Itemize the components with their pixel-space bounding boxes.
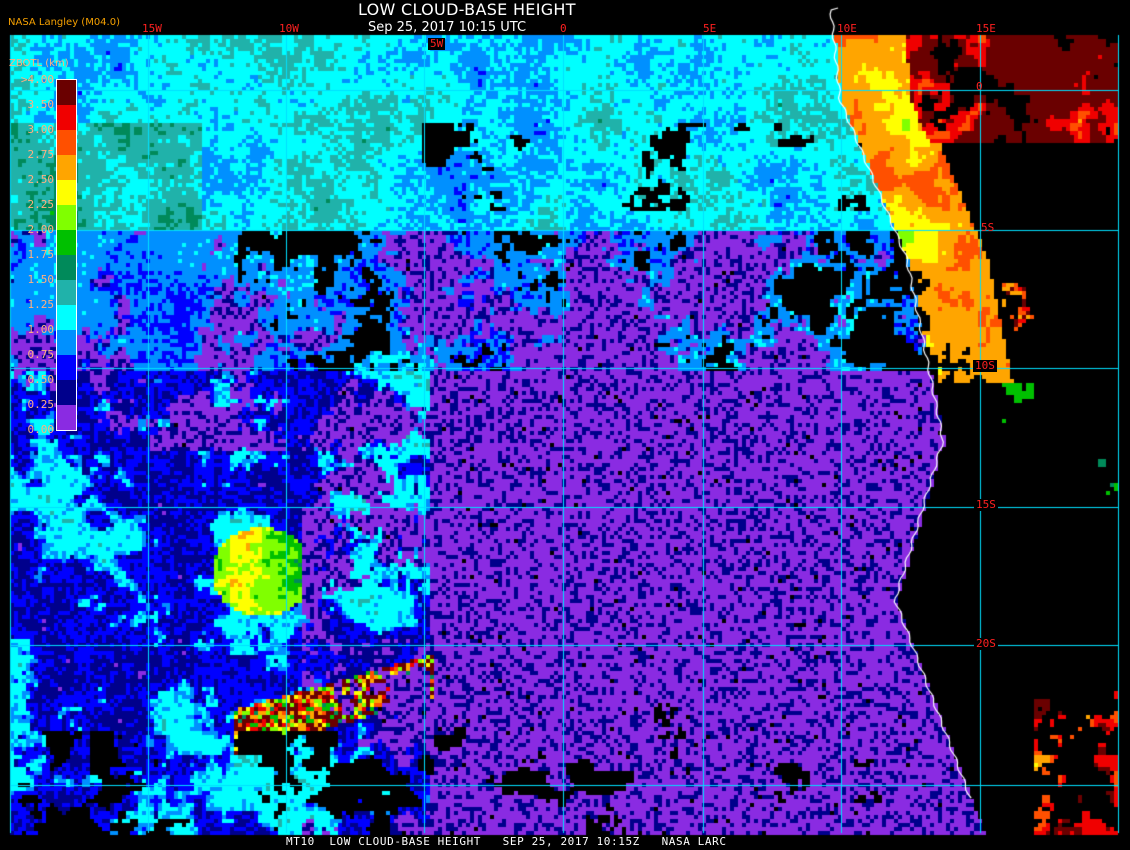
lon-label-10e: 10E (837, 22, 857, 35)
map-datetime: Sep 25, 2017 10:15 UTC (368, 20, 527, 35)
lat-label-10s: 10S (973, 359, 997, 372)
legend-label: 1.50 (27, 273, 55, 286)
lon-label-15w: 15W (142, 22, 162, 35)
legend-label: 3.50 (27, 98, 55, 111)
legend-swatch (57, 405, 76, 430)
footer-caption: MT10 LOW CLOUD-BASE HEIGHT SEP 25, 2017 … (286, 835, 727, 848)
legend-label: 1.25 (27, 298, 55, 311)
legend-label: >4.00 (20, 73, 54, 86)
lon-label-10w: 10W (279, 22, 299, 35)
lon-label-0: 0 (560, 22, 567, 35)
map-title: LOW CLOUD-BASE HEIGHT (358, 0, 576, 19)
legend-swatch (57, 205, 76, 230)
lat-label-20s: 20S (974, 637, 998, 650)
lon-label-5e: 5E (703, 22, 717, 35)
legend-color-bar (56, 79, 77, 431)
legend-label: 1.00 (27, 323, 55, 336)
legend-swatch (57, 280, 76, 305)
legend-swatch (57, 230, 76, 255)
legend-label: 2.75 (27, 148, 55, 161)
legend-swatch (57, 255, 76, 280)
credit-label: NASA Langley (M04.0) (8, 17, 120, 28)
legend-label: 0.25 (27, 398, 55, 411)
legend-label: 0.50 (27, 373, 55, 386)
legend-label: 3.00 (27, 123, 55, 136)
lat-label-15s: 15S (974, 498, 998, 511)
legend-label: 1.75 (27, 248, 55, 261)
lat-label-5s: 5S (981, 221, 995, 234)
lon-label-15e: 15E (976, 22, 996, 35)
legend-label: 2.00 (27, 223, 55, 236)
legend-swatch (57, 180, 76, 205)
legend-swatch (57, 130, 76, 155)
lon-label-5w: 5W (428, 37, 446, 50)
legend-label: 0.00 (27, 423, 55, 436)
legend-swatch (57, 330, 76, 355)
legend-swatch (57, 305, 76, 330)
legend-title: ZBOTL (km) (9, 58, 69, 69)
lat-label-0: 0 (976, 80, 983, 93)
legend-swatch (57, 155, 76, 180)
legend-swatch (57, 380, 76, 405)
legend-swatch (57, 355, 76, 380)
legend-label: 2.25 (27, 198, 55, 211)
legend-swatch (57, 105, 76, 130)
legend-swatch (57, 80, 76, 105)
legend-label: 2.50 (27, 173, 55, 186)
legend-label: 0.75 (27, 348, 55, 361)
